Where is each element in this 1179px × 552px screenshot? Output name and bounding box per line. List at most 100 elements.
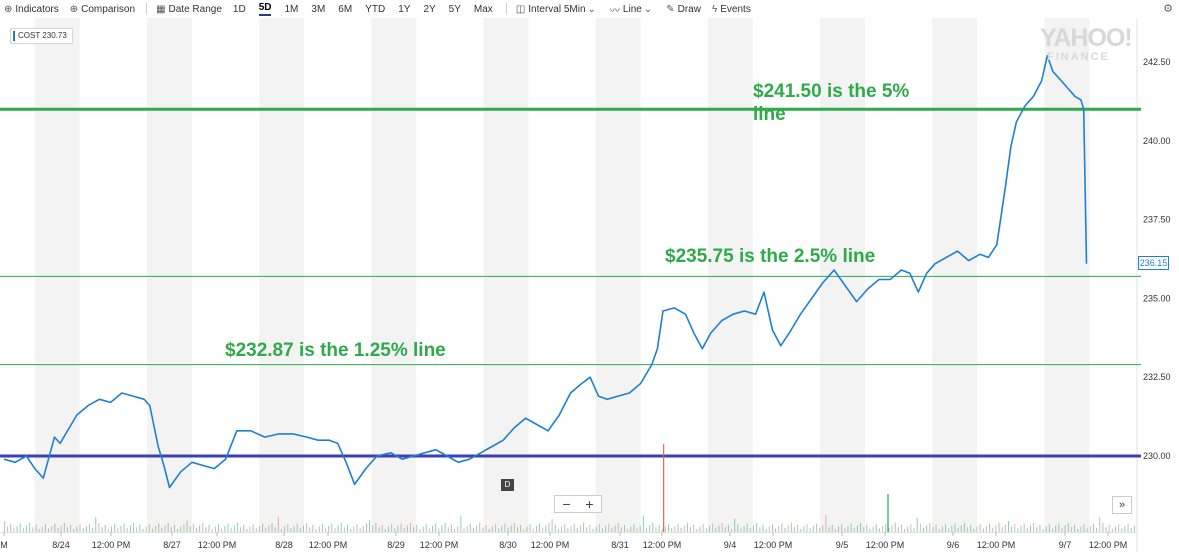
volume-bar — [513, 523, 515, 532]
volume-bar — [866, 524, 868, 532]
volume-bar — [16, 526, 18, 532]
comparison-label: Comparison — [81, 3, 136, 15]
volume-bar — [646, 527, 648, 532]
volume-bar — [48, 528, 50, 532]
x-tick-label: 8/29 — [387, 540, 405, 550]
volume-bar — [41, 526, 43, 532]
volume-bar — [570, 526, 572, 532]
volume-bar — [139, 524, 141, 532]
volume-bar — [863, 527, 865, 532]
volume-bar — [749, 527, 751, 532]
session-band — [707, 18, 753, 532]
volume-bar — [44, 524, 46, 532]
volume-bar — [111, 526, 113, 532]
volume-bar — [869, 529, 871, 532]
volume-bar — [526, 526, 528, 532]
volume-bar — [32, 527, 34, 532]
volume-bar — [202, 523, 204, 532]
volume-bar — [268, 525, 270, 532]
range-ytd[interactable]: YTD — [365, 3, 386, 15]
session-band — [34, 18, 80, 532]
price-chart[interactable]: 242.50 240.00 237.50 235.00 232.50 230.00 M 8/… — [0, 18, 1179, 552]
volume-bar — [573, 523, 575, 532]
range-2y[interactable]: 2Y — [423, 3, 436, 15]
volume-bar — [441, 525, 443, 532]
y-tick-label: 235.00 — [1143, 293, 1171, 303]
indicators-label: Indicators — [15, 3, 59, 15]
volume-bar — [800, 529, 802, 532]
volume-bar — [894, 523, 896, 532]
range-5y[interactable]: 5Y — [448, 3, 461, 15]
volume-bar — [995, 525, 997, 532]
volume-bar — [655, 527, 657, 532]
volume-bar — [532, 528, 534, 532]
range-1y[interactable]: 1Y — [398, 3, 411, 15]
volume-bar — [636, 528, 638, 532]
volume-bar — [708, 526, 710, 532]
volume-bar — [491, 526, 493, 532]
range-3m[interactable]: 3M — [311, 3, 326, 15]
volume-bar — [970, 524, 972, 532]
volume-bar — [504, 523, 506, 532]
gear-icon[interactable]: ⚙ — [1163, 3, 1173, 15]
volume-bar — [350, 529, 352, 532]
volume-bar — [510, 525, 512, 532]
volume-bar — [400, 523, 402, 532]
volume-bar — [539, 523, 541, 532]
zoom-out-button[interactable]: − — [562, 496, 571, 512]
comparison-button[interactable]: ⊕ Comparison — [70, 4, 135, 15]
volume-bar — [296, 523, 298, 532]
volume-bar — [101, 527, 103, 532]
symbol-badge[interactable]: COST 230.73 — [10, 28, 73, 44]
volume-bar — [167, 523, 169, 532]
range-6m[interactable]: 6M — [338, 3, 353, 15]
line-type-dropdown[interactable]: 〰 Line ⌄ — [610, 2, 655, 17]
range-5d[interactable]: 5D — [258, 2, 272, 16]
current-price-tag: 236.15 — [1138, 256, 1169, 270]
volume-bar — [63, 523, 65, 532]
volume-bar — [907, 526, 909, 532]
volume-bar — [860, 523, 862, 532]
volume-bar — [233, 525, 235, 532]
volume-bar — [1001, 527, 1003, 532]
y-tick-label: 242.50 — [1143, 57, 1171, 67]
volume-bar — [92, 527, 94, 532]
volume-bar — [516, 527, 518, 532]
volume-bar — [583, 523, 585, 532]
volume-bar — [221, 528, 223, 532]
x-tick-label: 8/27 — [163, 540, 181, 550]
draw-button[interactable]: ✎ Draw — [666, 4, 701, 15]
annotation-2p5pct: $235.75 is the 2.5% line — [665, 246, 876, 267]
range-1d[interactable]: 1D — [232, 3, 246, 15]
date-range-button[interactable]: ▦ Date Range — [156, 4, 222, 15]
volume-bar — [642, 515, 644, 532]
volume-bar — [170, 527, 172, 532]
volume-bar — [70, 524, 72, 532]
volume-bar — [133, 523, 135, 532]
volume-bar — [926, 525, 928, 532]
volume-bar — [95, 517, 97, 532]
volume-bar — [1099, 517, 1101, 532]
x-axis: M 8/24 12:00 PM 8/27 12:00 PM 8/28 12:00 PM 8/2… — [0, 532, 1127, 550]
volume-bar — [158, 523, 160, 532]
volume-bar — [551, 519, 553, 532]
volume-bar — [148, 524, 150, 532]
events-button[interactable]: ϟ Events — [712, 4, 751, 15]
volume-bar — [230, 527, 232, 532]
volume-bar — [208, 524, 210, 532]
range-1m[interactable]: 1M — [284, 3, 299, 15]
volume-bar — [1108, 524, 1110, 532]
scroll-forward-button[interactable]: » — [1112, 496, 1132, 514]
indicators-button[interactable]: ⊕ Indicators — [4, 4, 59, 15]
volume-bar — [482, 527, 484, 532]
volume-bar — [240, 527, 242, 532]
dividend-marker[interactable]: D — [501, 479, 514, 491]
volume-bar — [54, 523, 56, 532]
volume-bar — [690, 527, 692, 532]
range-max[interactable]: Max — [473, 3, 493, 15]
interval-dropdown[interactable]: ◫ Interval 5Min ⌄ — [516, 4, 599, 15]
zoom-in-button[interactable]: + — [585, 496, 594, 512]
x-tick-label: 9/7 — [1059, 540, 1072, 550]
volume-bar — [1083, 524, 1085, 532]
volume-bar — [4, 521, 5, 532]
